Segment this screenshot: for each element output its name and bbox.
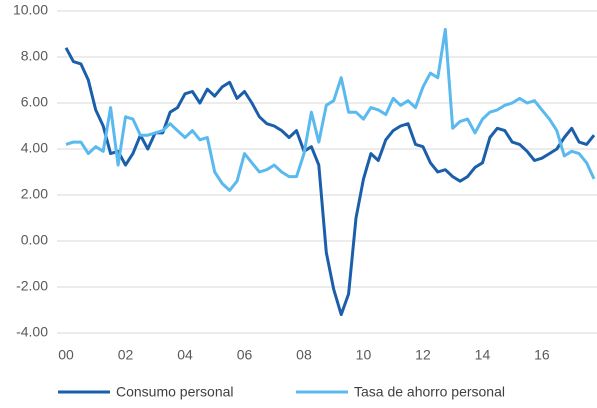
x-tick-label: 10 <box>356 347 372 363</box>
x-tick-label: 08 <box>296 347 312 363</box>
x-tick-label: 00 <box>58 347 74 363</box>
x-tick-label: 02 <box>118 347 134 363</box>
legend-label: Consumo personal <box>116 384 234 400</box>
x-tick-label: 06 <box>237 347 253 363</box>
y-tick-label: 8.00 <box>21 48 48 64</box>
y-tick-label: -4.00 <box>16 324 48 340</box>
x-tick-label: 16 <box>534 347 550 363</box>
y-tick-label: 2.00 <box>21 186 48 202</box>
series-line <box>64 47 596 317</box>
x-tick-label: 04 <box>177 347 193 363</box>
x-tick-label: 12 <box>415 347 431 363</box>
series-line <box>65 27 596 192</box>
x-tick-label: 14 <box>475 347 491 363</box>
y-tick-label: 4.00 <box>21 140 48 156</box>
y-tick-label: 10.00 <box>13 2 48 18</box>
y-tick-label: 6.00 <box>21 94 48 110</box>
y-tick-label: -2.00 <box>16 278 48 294</box>
legend-label: Tasa de ahorro personal <box>354 384 505 400</box>
y-tick-label: 0.00 <box>21 232 48 248</box>
